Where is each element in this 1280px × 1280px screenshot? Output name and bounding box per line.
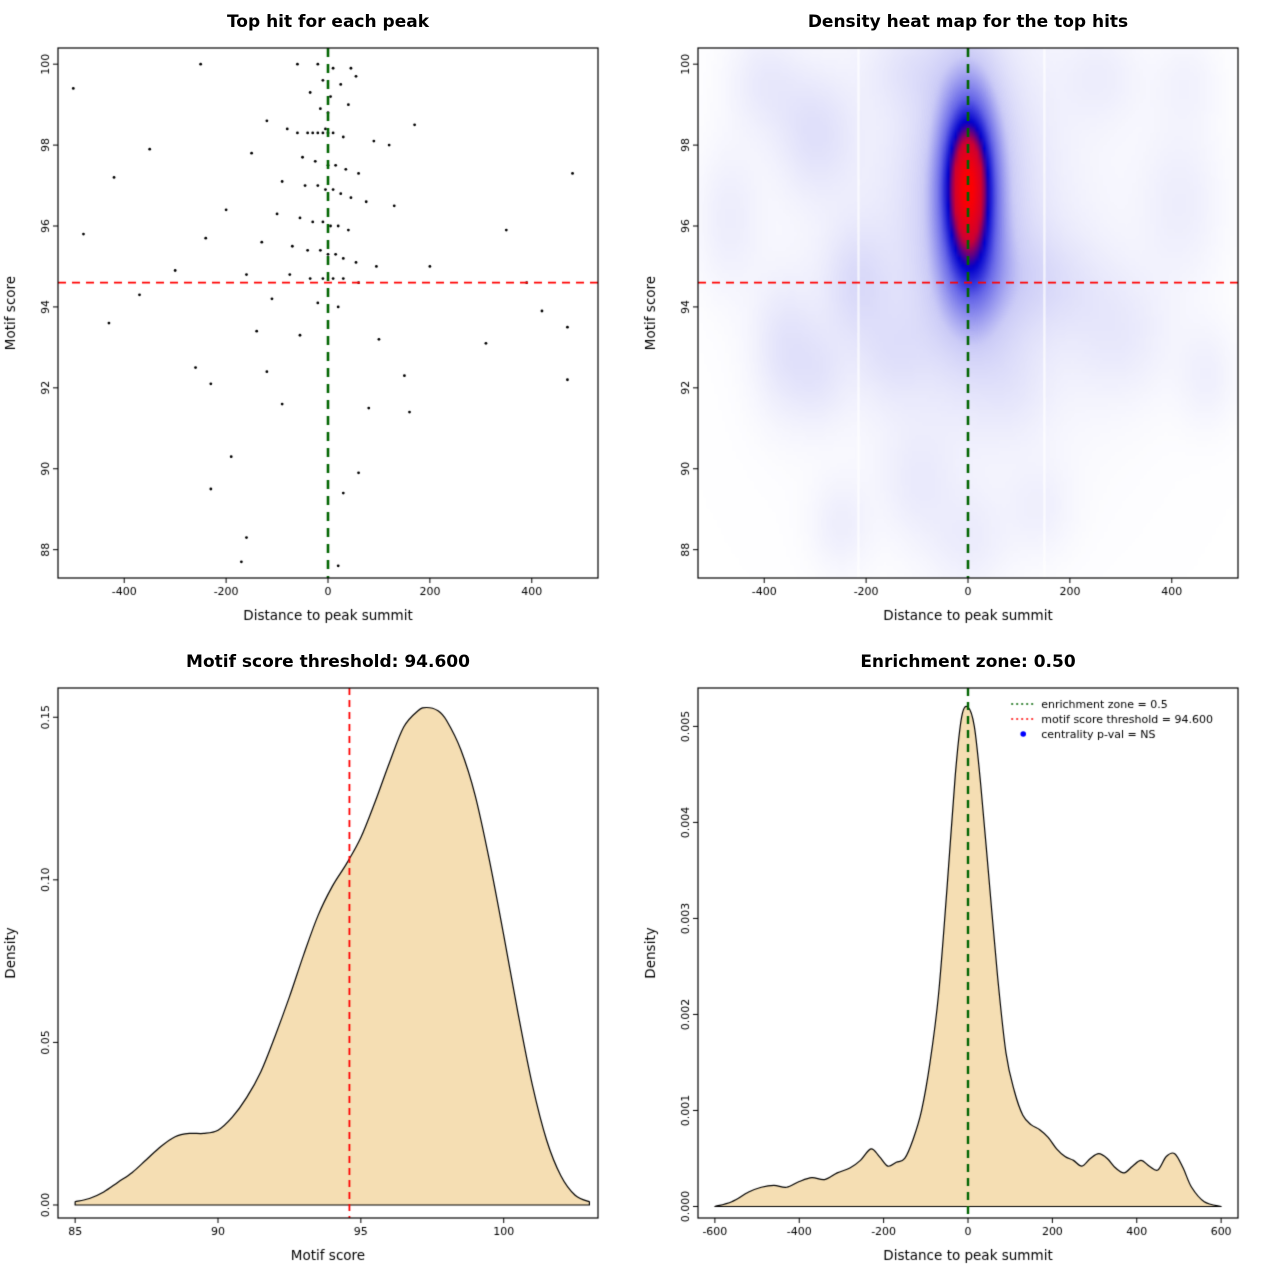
score-density-title: Motif score threshold: 94.600 xyxy=(186,652,470,672)
heatmap-plot-canvas xyxy=(640,40,1280,640)
scatter-plot-canvas xyxy=(0,40,640,640)
panel-top-hit-scatter: Top hit for each peak xyxy=(0,0,640,640)
distance-density-canvas xyxy=(640,680,1280,1280)
scatter-title: Top hit for each peak xyxy=(226,12,430,32)
heatmap-title: Density heat map for the top hits xyxy=(807,12,1129,32)
panel-motif-score-density: Motif score threshold: 94.600 xyxy=(0,640,640,1280)
panel-enrichment-zone-density: Enrichment zone: 0.50 xyxy=(640,640,1280,1280)
score-density-canvas xyxy=(0,680,640,1280)
panel-density-heatmap: Density heat map for the top hits xyxy=(640,0,1280,640)
enrichment-zone-title: Enrichment zone: 0.50 xyxy=(860,652,1076,672)
